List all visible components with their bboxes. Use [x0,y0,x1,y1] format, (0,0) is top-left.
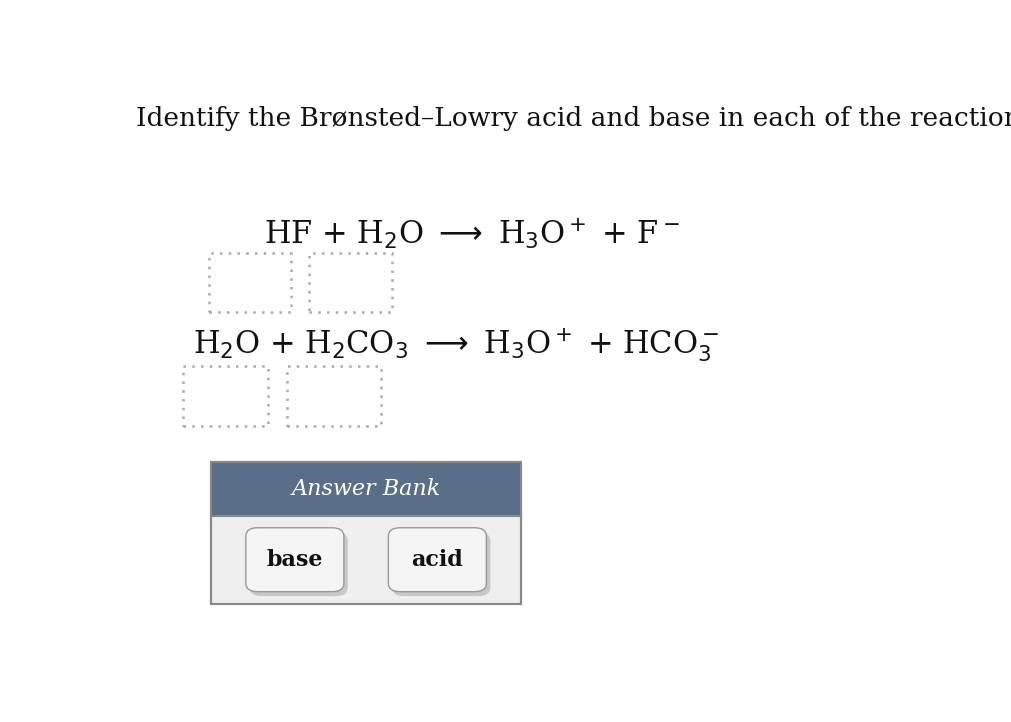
Text: H$_2$O + H$_2$CO$_3$ $\longrightarrow$ H$_3$O$^+$ + HCO$_3^-$: H$_2$O + H$_2$CO$_3$ $\longrightarrow$ H… [193,326,719,364]
FancyBboxPatch shape [246,528,344,592]
Bar [183,366,267,426]
FancyBboxPatch shape [392,532,489,596]
Text: Identify the Brønsted–Lowry acid and base in each of the reactions.: Identify the Brønsted–Lowry acid and bas… [135,106,1011,131]
Text: acid: acid [411,549,463,570]
Bar [211,462,521,604]
Bar [211,462,521,604]
Bar [208,253,291,312]
Bar [309,253,391,312]
Text: base: base [266,549,323,570]
Bar [287,366,381,426]
Text: HF + H$_2$O $\longrightarrow$ H$_3$O$^+$ + F$^-$: HF + H$_2$O $\longrightarrow$ H$_3$O$^+$… [264,217,679,251]
FancyBboxPatch shape [388,528,486,592]
FancyBboxPatch shape [250,532,348,596]
Text: Answer Bank: Answer Bank [291,478,441,500]
Bar [211,462,521,516]
